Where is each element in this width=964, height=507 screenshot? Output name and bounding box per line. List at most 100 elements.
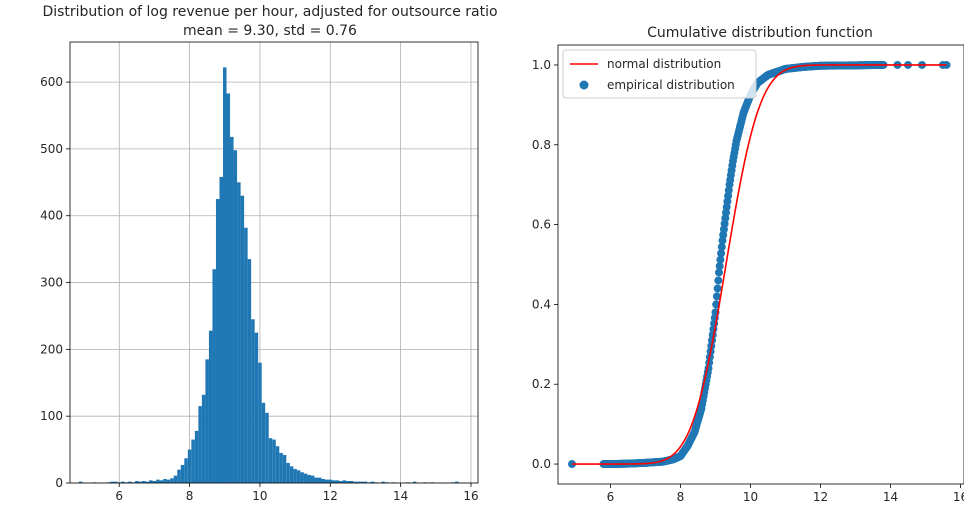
- y-tick-label: 400: [40, 209, 63, 223]
- y-tick-label: 0.4: [532, 297, 551, 311]
- histogram-bar: [360, 481, 364, 483]
- histogram-bar: [110, 481, 114, 483]
- histogram-bar: [219, 176, 223, 484]
- histogram-bar: [300, 472, 304, 483]
- histogram-bar: [230, 136, 234, 483]
- histogram-bar: [159, 480, 164, 483]
- x-tick-label: 6: [607, 490, 615, 504]
- histogram-bar: [173, 475, 178, 483]
- histogram-bar: [356, 481, 361, 483]
- x-tick-label: 12: [813, 490, 828, 504]
- histogram-bar: [286, 462, 290, 483]
- histogram-bar: [325, 479, 329, 483]
- histogram-bar: [215, 199, 220, 484]
- histogram-bar: [201, 394, 206, 483]
- y-tick-label: 200: [40, 342, 63, 356]
- legend-empirical-label: empirical distribution: [607, 78, 735, 92]
- histogram-bar: [145, 481, 150, 483]
- histogram-bar: [332, 480, 336, 483]
- legend-empirical-swatch: [579, 80, 589, 90]
- y-tick-label: 0.2: [532, 377, 551, 391]
- histogram-bar: [258, 362, 262, 483]
- histogram-bar: [349, 480, 354, 483]
- histogram-bar: [339, 480, 343, 483]
- histogram-bar: [149, 480, 153, 483]
- x-tick-label: 16: [953, 490, 964, 504]
- x-tick-label: 10: [252, 489, 267, 503]
- histogram-bar: [412, 481, 417, 483]
- histogram-bar: [370, 481, 375, 483]
- histogram-bar: [187, 449, 192, 483]
- empirical-point: [715, 262, 724, 271]
- cdf-x-ticks: 6 8 10 12 14 16: [607, 484, 964, 504]
- histogram-bar: [363, 481, 368, 483]
- histogram-bar: [296, 470, 301, 483]
- histogram-bar: [254, 332, 259, 483]
- histogram-bar: [128, 481, 132, 483]
- histogram-bar: [163, 478, 167, 483]
- y-tick-label: 300: [40, 276, 63, 290]
- histogram-bar: [303, 473, 308, 483]
- histogram-chart: Distribution of log revenue per hour, ad…: [40, 4, 497, 503]
- normal-distribution-line: [572, 64, 947, 465]
- cdf-legend: normal distribution empirical distributi…: [562, 49, 757, 99]
- histogram-bar: [142, 480, 146, 483]
- histogram-bar: [317, 477, 322, 483]
- histogram-bar: [381, 481, 385, 483]
- histogram-bar: [265, 412, 269, 483]
- x-tick-label: 10: [743, 490, 758, 504]
- histogram-bar: [321, 478, 325, 483]
- histogram-bar: [293, 468, 297, 483]
- histogram-bar: [194, 430, 199, 483]
- y-tick-label: 0.0: [532, 457, 551, 471]
- legend-normal-label: normal distribution: [607, 57, 721, 71]
- histogram-bar: [78, 481, 83, 483]
- x-tick-label: 14: [393, 489, 408, 503]
- histogram-bar: [170, 478, 174, 483]
- empirical-point: [717, 242, 726, 251]
- x-tick-label: 8: [186, 489, 194, 503]
- cdf-chart: Cumulative distribution function 0.00.20…: [532, 25, 964, 504]
- histogram-bar: [138, 481, 143, 483]
- empirical-point: [716, 255, 725, 264]
- y-tick-label: 600: [40, 75, 63, 89]
- y-tick-label: 100: [40, 409, 63, 423]
- histogram-bar: [233, 150, 238, 483]
- histogram-x-ticks: 6 8 10 12 14 16: [115, 483, 479, 503]
- x-tick-label: 8: [677, 490, 685, 504]
- histogram-bar: [184, 458, 188, 483]
- legend-box: [562, 49, 757, 99]
- histogram-bar: [135, 480, 139, 483]
- histogram-bars: [78, 67, 459, 484]
- histogram-title: Distribution of log revenue per hour, ad…: [42, 4, 497, 20]
- histogram-bar: [212, 269, 216, 483]
- histogram-bar: [223, 67, 227, 484]
- histogram-bar: [121, 481, 125, 483]
- empirical-point: [715, 268, 723, 277]
- histogram-bar: [289, 466, 294, 483]
- histogram-bar: [335, 480, 340, 483]
- histogram-subtitle: mean = 9.30, std = 0.76: [183, 23, 357, 39]
- histogram-bar: [272, 439, 276, 483]
- x-tick-label: 12: [323, 489, 338, 503]
- histogram-bar: [314, 477, 318, 483]
- y-tick-label: 0: [55, 476, 63, 490]
- empirical-point: [713, 284, 722, 293]
- histogram-bar: [152, 480, 157, 483]
- histogram-bar: [244, 227, 248, 483]
- histogram-bar: [226, 93, 231, 483]
- empirical-point: [717, 249, 726, 258]
- y-tick-label: 1.0: [532, 58, 551, 72]
- cdf-frame: [557, 44, 964, 485]
- histogram-bar: [279, 452, 283, 483]
- empirical-point: [712, 292, 721, 301]
- x-tick-label: 16: [463, 489, 478, 503]
- histogram-bar: [268, 438, 273, 483]
- histogram-bar: [455, 481, 459, 483]
- histogram-bar: [275, 446, 280, 483]
- y-tick-label: 0.6: [532, 218, 551, 232]
- histogram-bar: [247, 259, 252, 483]
- histogram-bar: [237, 182, 241, 483]
- histogram-bar: [261, 402, 266, 483]
